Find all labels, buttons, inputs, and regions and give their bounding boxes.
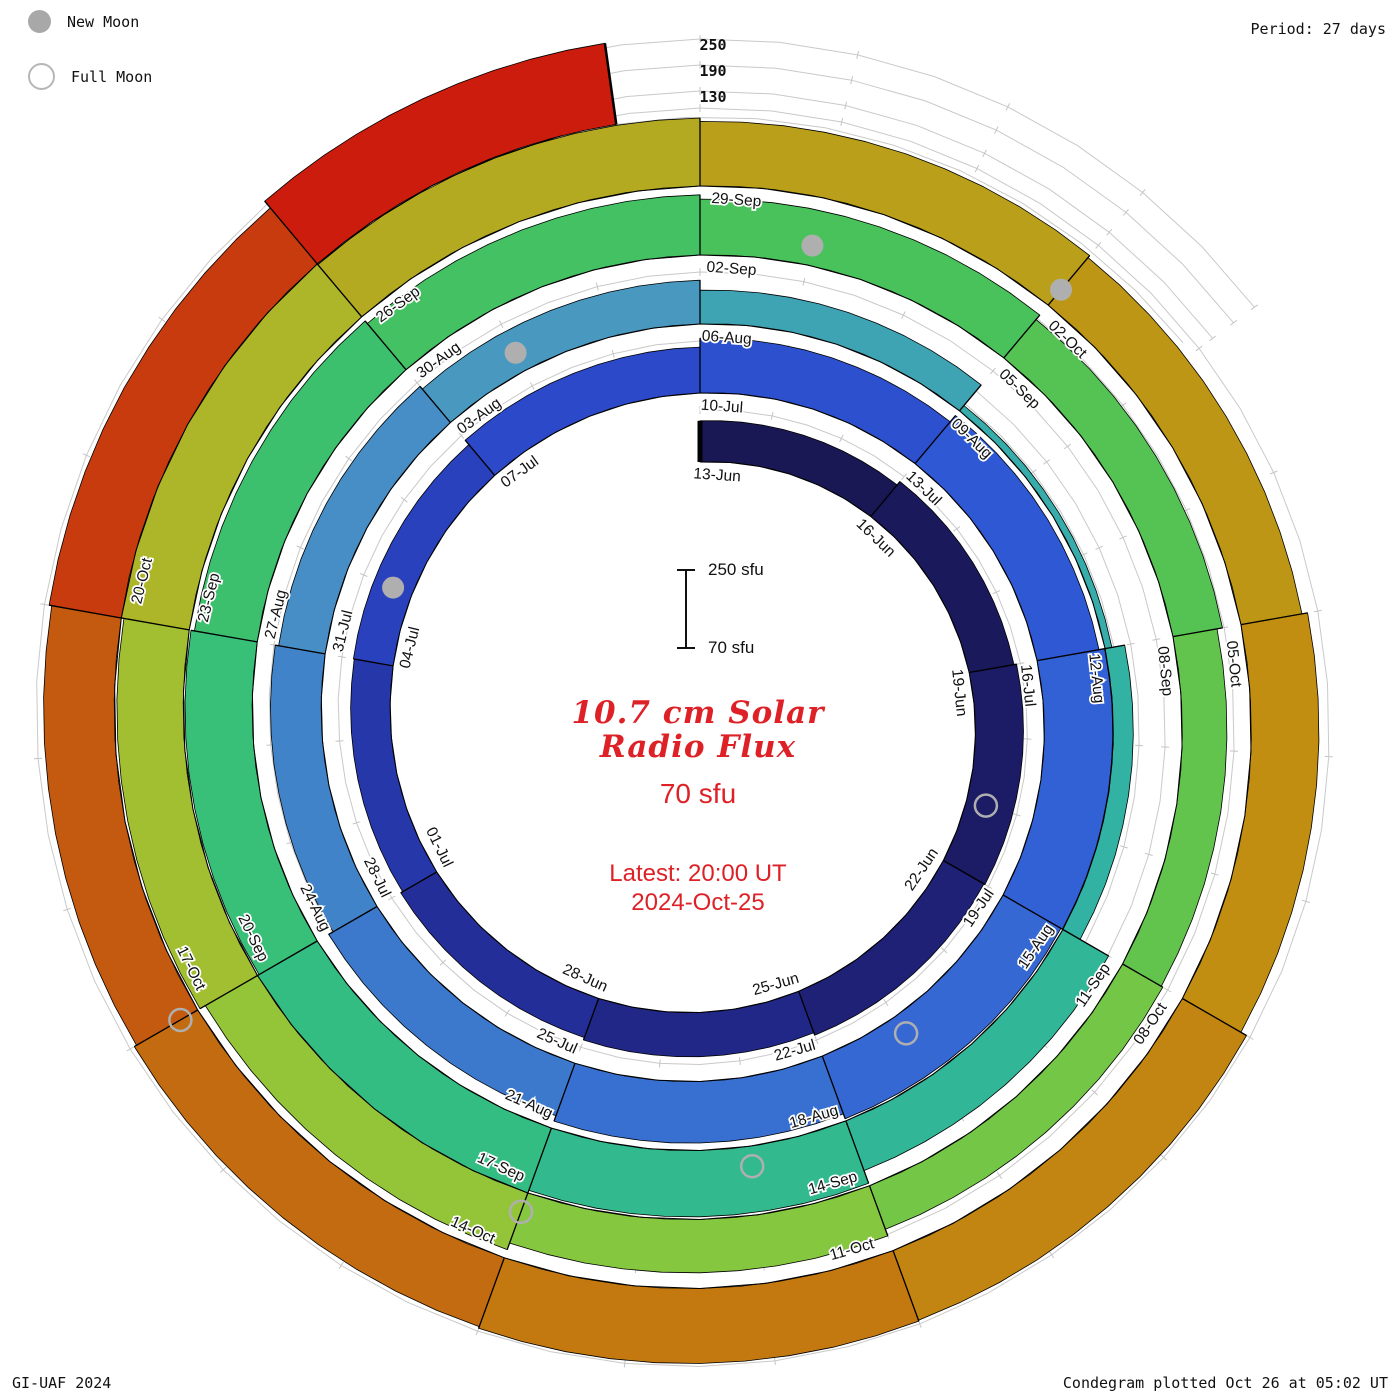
full-moon-marker	[508, 1199, 534, 1225]
scalebar-max-label: 250 sfu	[708, 562, 764, 579]
scalebar-min-label: 70 sfu	[708, 638, 754, 657]
radial-axis-label-130: 130	[699, 88, 727, 106]
flux-scalebar-graphic: 250 sfu 70 sfu	[677, 560, 764, 657]
legend-new-moon: New Moon	[28, 10, 152, 33]
legend-full-moon-label: Full Moon	[71, 67, 153, 86]
spiral-date-label: 10-Jul	[700, 397, 743, 417]
period-label: Period: 27 days	[1250, 20, 1386, 38]
new-moon-marker	[382, 576, 405, 599]
spiral-date-label: 05-Oct	[1223, 640, 1245, 689]
latest-time-label: Latest: 20:00 UT	[609, 860, 787, 887]
spiral-date-label: 29-Sep	[711, 190, 762, 210]
credit-label: GI-UAF 2024	[12, 1374, 112, 1392]
new-moon-marker	[801, 234, 824, 257]
baseline-flux-label: 70 sfu	[659, 778, 737, 809]
spiral-date-label: 02-Sep	[706, 259, 757, 279]
chart-title-line2: Radio Flux	[599, 729, 797, 766]
new-moon-marker	[504, 341, 527, 364]
radial-axis-label-250: 250	[699, 36, 727, 54]
full-moon-icon	[28, 63, 55, 90]
flux-scalebar: 250 sfu 70 sfu	[660, 560, 830, 667]
moon-markers	[168, 234, 1072, 1225]
legend-new-moon-label: New Moon	[67, 12, 140, 31]
plot-timestamp: Condegram plotted Oct 26 at 05:02 UT	[1062, 1374, 1388, 1392]
full-moon-marker	[893, 1021, 919, 1046]
baseline-spiral	[114, 135, 1252, 1290]
spiral-date-label: 06-Aug	[701, 328, 752, 348]
new-moon-marker	[1050, 278, 1072, 301]
spiral-date-label: 13-Jun	[693, 465, 741, 485]
chart-title: 10.7 cm Solar Radio Flux	[418, 696, 978, 764]
full-moon-marker	[168, 1007, 193, 1033]
full-moon-marker	[973, 793, 999, 818]
latest-reading: Latest: 20:00 UT 2024-Oct-25	[448, 860, 948, 918]
chart-title-line1: 10.7 cm Solar	[571, 695, 825, 731]
segment-separators	[48, 43, 1308, 1329]
latest-date-label: 2024-Oct-25	[631, 888, 765, 916]
flux-segment	[350, 658, 438, 893]
spiral-date-label: 04-Jul	[397, 625, 424, 670]
radial-axis-label-190: 190	[699, 62, 727, 80]
full-moon-marker	[739, 1153, 765, 1179]
spiral-date-label: 31-Jul	[330, 608, 357, 653]
legend-full-moon: Full Moon	[28, 63, 152, 90]
spiral-date-label: 08-Sep	[1154, 645, 1176, 696]
new-moon-icon	[28, 10, 51, 33]
moon-legend: New Moon Full Moon	[28, 10, 152, 90]
